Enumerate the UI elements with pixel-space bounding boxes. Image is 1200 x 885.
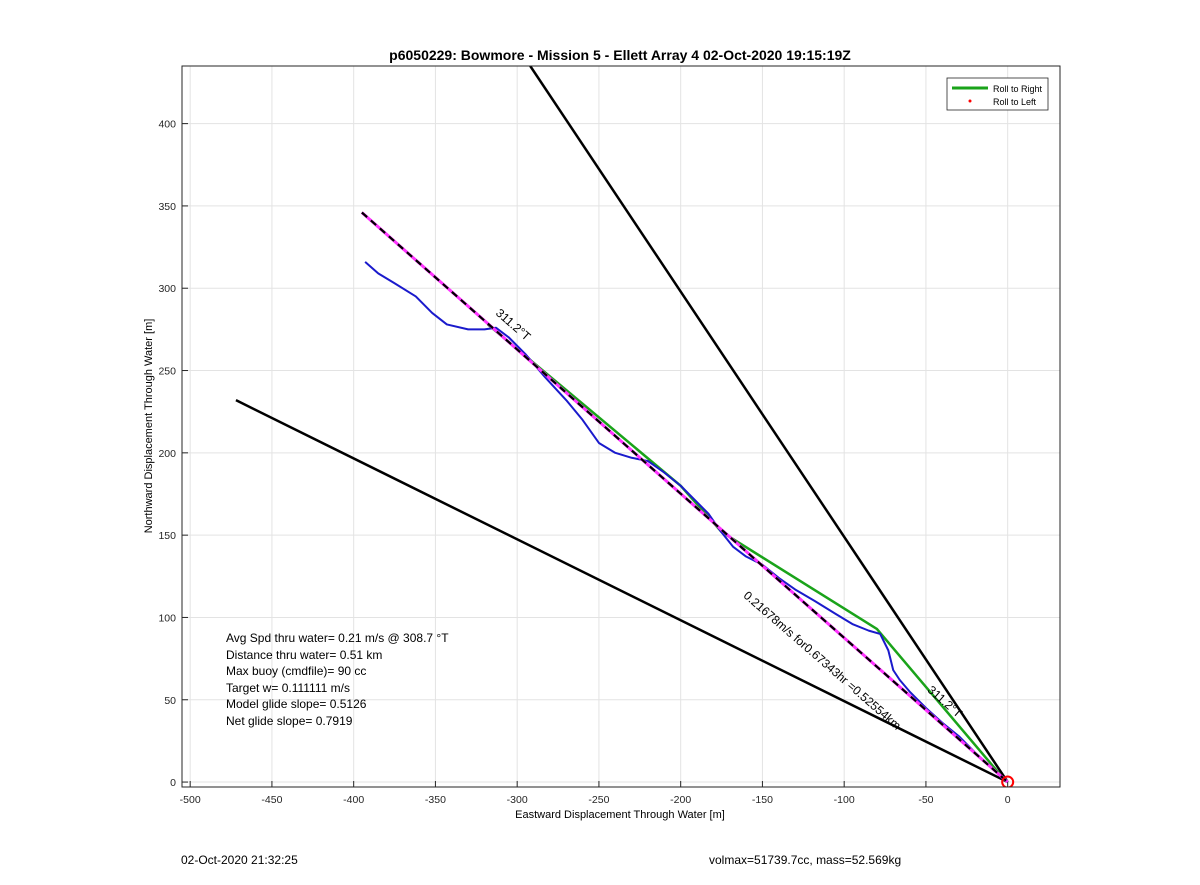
x-tick-label: 0 bbox=[1005, 794, 1011, 806]
plot-area bbox=[182, 66, 1060, 787]
x-tick-label: -50 bbox=[918, 794, 933, 806]
x-tick-label: -200 bbox=[670, 794, 691, 806]
x-tick-label: -150 bbox=[752, 794, 773, 806]
y-tick-label: 300 bbox=[158, 283, 176, 295]
y-tick-label: 100 bbox=[158, 612, 176, 624]
legend-swatch-roll-left bbox=[968, 99, 972, 103]
mission-stats: Avg Spd thru water= 0.21 m/s @ 308.7 °T … bbox=[226, 631, 449, 728]
x-tick-label: -350 bbox=[425, 794, 446, 806]
stat-distance: Distance thru water= 0.51 km bbox=[226, 648, 382, 662]
legend-box bbox=[946, 77, 1049, 111]
stat-model-glide: Model glide slope= 0.5126 bbox=[226, 697, 367, 711]
y-tick-label: 50 bbox=[164, 695, 176, 707]
y-tick-label: 200 bbox=[158, 448, 176, 460]
heading-line-magenta bbox=[360, 211, 1009, 784]
series-layer bbox=[235, 66, 1015, 787]
y-axis-label: Northward Displacement Through Water [m] bbox=[143, 319, 155, 534]
wedge-lower-line bbox=[235, 399, 1009, 784]
chart-title: p6050229: Bowmore - Mission 5 - Ellett A… bbox=[389, 47, 851, 63]
x-tick-label: -400 bbox=[343, 794, 364, 806]
stat-max-buoy: Max buoy (cmdfile)= 90 cc bbox=[226, 664, 366, 678]
x-tick-label: -100 bbox=[834, 794, 855, 806]
axis-ticks: -500 -450 -400 -350 -300 -250 -200 -150 -100 -50 0… bbox=[158, 119, 1010, 806]
track-line bbox=[364, 261, 1004, 780]
y-tick-label: 0 bbox=[170, 777, 176, 789]
legend: Roll to Right Roll to Left bbox=[946, 77, 1049, 111]
legend-label-roll-right: Roll to Right bbox=[993, 84, 1043, 94]
origin-marker bbox=[1001, 775, 1015, 787]
y-tick-label: 150 bbox=[158, 530, 176, 542]
stat-net-glide: Net glide slope= 0.7919 bbox=[226, 714, 353, 728]
wedge-upper-line bbox=[529, 66, 1009, 783]
legend-label-roll-left: Roll to Left bbox=[993, 97, 1037, 107]
y-tick-label: 250 bbox=[158, 366, 176, 378]
stat-avg-speed: Avg Spd thru water= 0.21 m/s @ 308.7 °T bbox=[226, 631, 449, 645]
footer-params: volmax=51739.7cc, mass=52.569kg bbox=[709, 853, 902, 867]
stat-target-w: Target w= 0.111111 m/s bbox=[226, 681, 350, 695]
y-tick-label: 350 bbox=[158, 201, 176, 213]
x-tick-label: -450 bbox=[261, 794, 282, 806]
plot-frame bbox=[181, 65, 1061, 788]
x-tick-label: -500 bbox=[180, 794, 201, 806]
footer-timestamp: 02-Oct-2020 21:32:25 bbox=[181, 853, 298, 867]
y-tick-label: 400 bbox=[158, 119, 176, 131]
x-tick-label: -300 bbox=[507, 794, 528, 806]
x-axis-label: Eastward Displacement Through Water [m] bbox=[515, 809, 725, 821]
x-tick-label: -250 bbox=[588, 794, 609, 806]
